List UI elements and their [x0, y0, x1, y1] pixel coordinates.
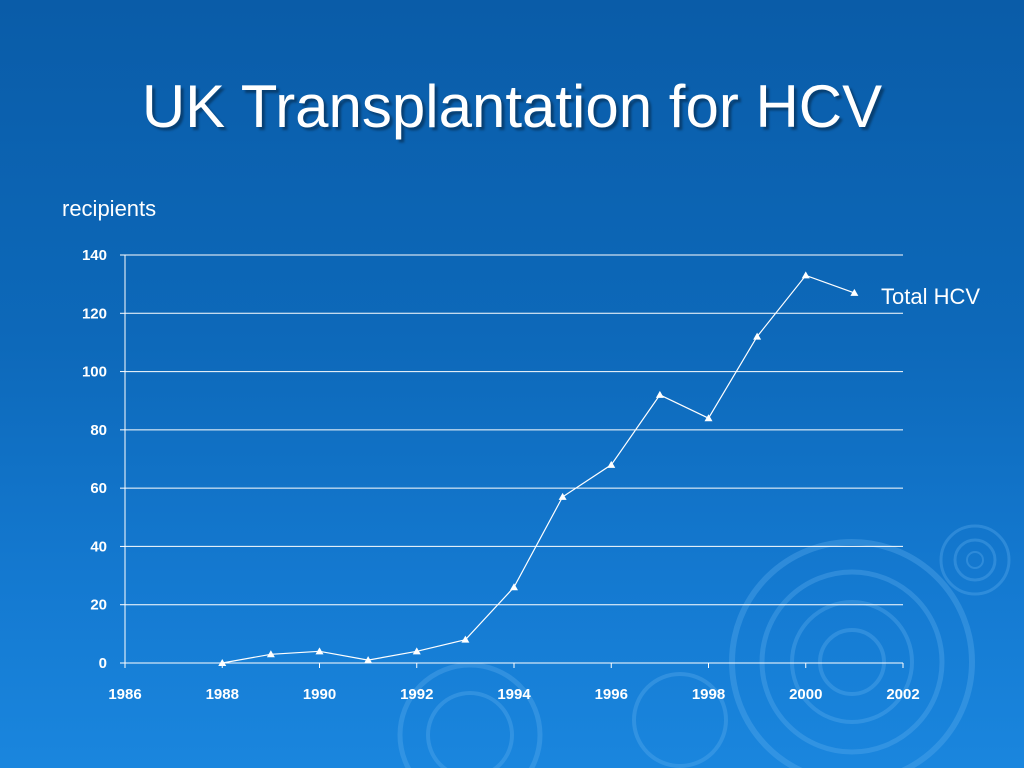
y-tick-label: 0 — [99, 655, 107, 672]
data-point — [704, 414, 713, 422]
x-tick-label: 1994 — [497, 686, 531, 703]
x-tick-labels: 1986 1988 1990 1992 1994 1996 1998 2000 2002 — [108, 686, 919, 703]
x-tick-label: 1992 — [400, 686, 433, 703]
data-point — [655, 390, 664, 398]
data-point — [607, 460, 616, 468]
x-tick-label: 1996 — [595, 686, 628, 703]
data-point — [218, 659, 227, 666]
y-tick-label: 20 — [90, 597, 107, 614]
data-point — [801, 271, 810, 279]
y-tick-labels: 0 20 40 60 80 100 120 140 — [82, 247, 107, 672]
data-point — [461, 635, 470, 643]
data-point — [558, 492, 567, 500]
data-point — [510, 583, 518, 591]
data-point — [412, 647, 421, 655]
slide-title: UK Transplantation for HCV — [141, 73, 883, 140]
y-tick-label: 80 — [90, 422, 107, 439]
data-point — [364, 656, 373, 664]
axes — [120, 254, 904, 668]
x-tick-label: 1988 — [206, 686, 239, 703]
y-tick-label: 100 — [82, 364, 107, 381]
x-tick-label: 2002 — [886, 686, 919, 703]
x-tick-label: 1998 — [692, 686, 725, 703]
series-line-1 — [222, 274, 855, 664]
legend-label-series-1: Total HCV — [881, 284, 980, 309]
y-axis-label: recipients — [62, 196, 156, 221]
gridlines — [125, 254, 903, 606]
x-tick-label: 2000 — [789, 686, 822, 703]
data-point — [753, 332, 762, 340]
background-ripples — [397, 524, 1011, 768]
y-tick-label: 120 — [82, 305, 107, 322]
y-tick-label: 140 — [82, 247, 107, 264]
data-point — [315, 647, 324, 655]
data-point — [266, 650, 275, 658]
x-tick-label: 1986 — [108, 686, 141, 703]
series-layer: Total HCV — [218, 271, 980, 666]
y-tick-label: 60 — [90, 480, 107, 497]
data-point — [850, 288, 859, 296]
y-tick-label: 40 — [90, 538, 107, 555]
x-tick-label: 1990 — [303, 686, 336, 703]
